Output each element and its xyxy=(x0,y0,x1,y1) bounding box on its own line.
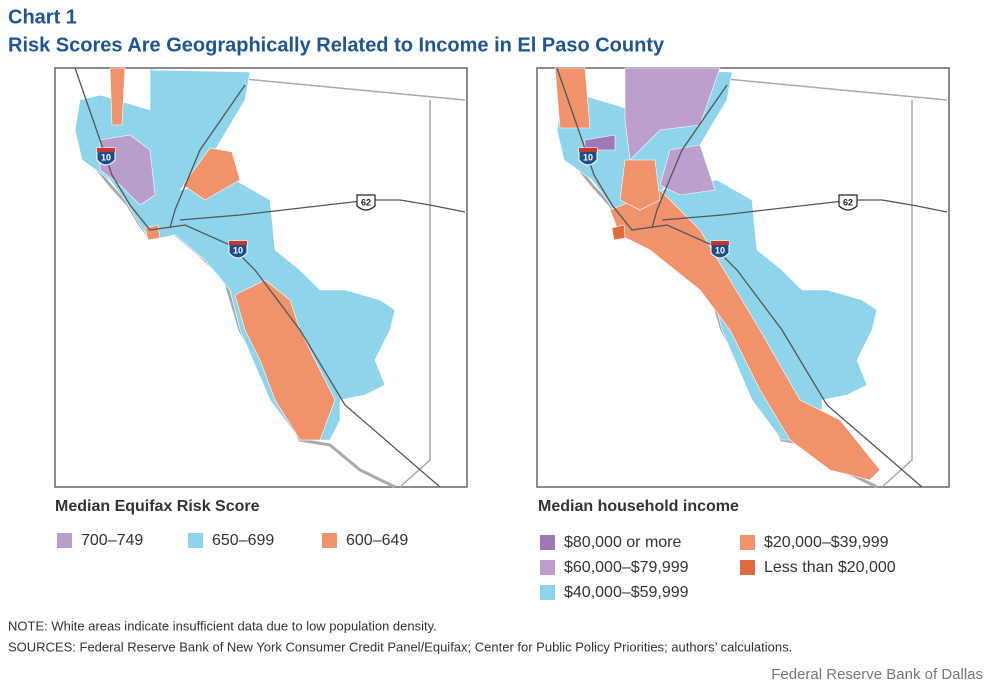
shield-body xyxy=(838,194,858,211)
shield-label: 10 xyxy=(233,245,243,255)
shield-label: 10 xyxy=(715,245,725,255)
legend-swatch xyxy=(540,560,555,575)
highway-shield: 10 xyxy=(228,240,248,259)
legend-label: 650–699 xyxy=(212,532,274,549)
credit: Federal Reserve Bank of Dallas xyxy=(771,666,983,683)
shield-body xyxy=(96,147,116,166)
highway-shield: 62 xyxy=(838,194,858,211)
map-region xyxy=(609,189,881,481)
note: NOTE: White areas indicate insufficient … xyxy=(8,618,437,633)
legend-label: Less than $20,000 xyxy=(764,559,896,576)
chart-label: Chart 1 xyxy=(8,6,77,28)
legend-swatch xyxy=(740,535,755,550)
shield-body xyxy=(356,194,376,211)
legend-label: $20,000–$39,999 xyxy=(764,534,889,551)
legend-swatch xyxy=(322,533,337,548)
legend-swatch xyxy=(57,533,72,548)
shield-top xyxy=(579,148,597,152)
shield-body xyxy=(228,240,248,259)
income-map: 10 10 62 xyxy=(535,66,951,489)
shield-label: 10 xyxy=(101,152,111,162)
shield-body xyxy=(578,147,598,166)
legend-swatch xyxy=(540,535,555,550)
map-region xyxy=(109,67,126,126)
shield-label: 62 xyxy=(361,197,371,207)
legend-label: $60,000–$79,999 xyxy=(564,559,689,576)
highway-shield: 10 xyxy=(578,147,598,166)
legend-label: $80,000 or more xyxy=(564,534,682,551)
map-region xyxy=(584,134,616,151)
highway-shield: 10 xyxy=(710,240,730,259)
shield-label: 62 xyxy=(843,197,853,207)
map-region xyxy=(554,67,591,129)
map-region xyxy=(611,224,626,241)
legend-swatch xyxy=(740,560,755,575)
legend-label: 600–649 xyxy=(346,532,408,549)
shield-top xyxy=(97,148,115,152)
shield-label: 10 xyxy=(583,152,593,162)
legend-label: 700–749 xyxy=(81,532,143,549)
legend-title: Median household income xyxy=(538,498,739,515)
legend-swatch xyxy=(188,533,203,548)
map-region xyxy=(619,159,661,211)
shield-top xyxy=(711,241,729,245)
legend-swatch xyxy=(540,585,555,600)
map-region xyxy=(624,67,721,161)
map-region xyxy=(234,279,336,441)
shield-body xyxy=(710,240,730,259)
shield-top xyxy=(229,241,247,245)
sources: SOURCES: Federal Reserve Bank of New Yor… xyxy=(8,639,792,654)
map-region xyxy=(659,144,716,196)
risk-score-map: 10 10 62 xyxy=(53,66,469,489)
chart-title: Risk Scores Are Geographically Related t… xyxy=(8,34,665,56)
legend-title: Median Equifax Risk Score xyxy=(55,498,260,515)
map-region xyxy=(182,147,241,201)
highway-shield: 62 xyxy=(356,194,376,211)
legend-label: $40,000–$59,999 xyxy=(564,584,689,601)
highway-shield: 10 xyxy=(96,147,116,166)
